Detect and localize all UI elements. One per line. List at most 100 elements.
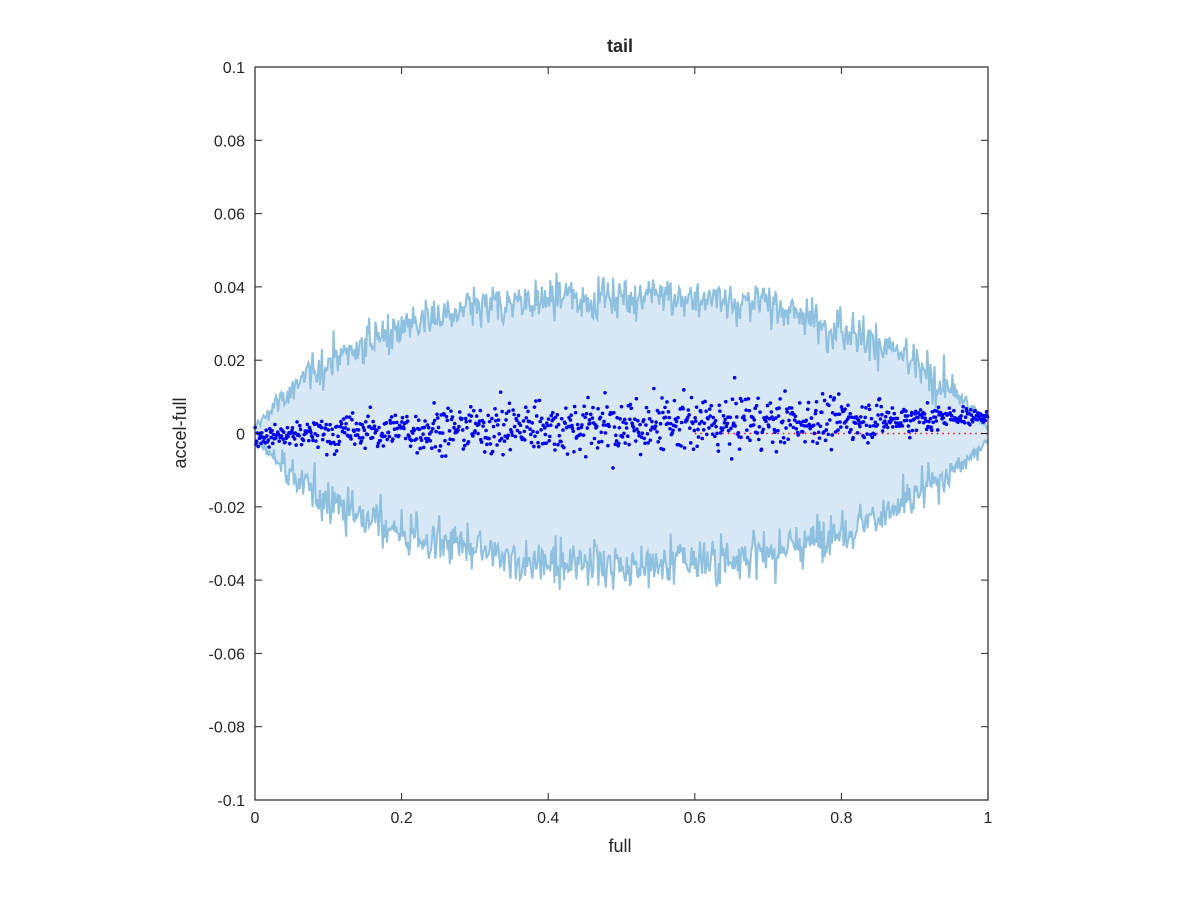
scatter-point (849, 427, 853, 432)
y-axis-ticks: -0.1 -0.08 -0.06 -0.04 -0.02 0 0.02 0.04 0.06 0.0… (209, 60, 988, 810)
scatter-point (834, 412, 839, 417)
scatter-point (867, 407, 872, 412)
scatter-point (556, 422, 561, 427)
scatter-point (975, 417, 980, 422)
scatter-point (688, 441, 693, 445)
scatter-point (434, 429, 438, 434)
scatter-point (936, 405, 941, 410)
scatter-point (826, 432, 831, 437)
scatter-point (701, 428, 706, 432)
x-tick-label: 0.6 (684, 810, 706, 827)
scatter-point (375, 428, 379, 433)
scatter-point (679, 420, 684, 425)
scatter-point (619, 404, 624, 409)
x-tick-label: 1 (984, 810, 993, 827)
scatter-point (681, 406, 685, 411)
scatter-point (886, 410, 891, 415)
scatter-point (709, 403, 713, 408)
scatter-point (918, 408, 923, 412)
plot-area (253, 272, 990, 590)
scatter-point (602, 419, 606, 424)
scatter-point (773, 430, 777, 435)
scatter-point (882, 425, 886, 429)
scatter-point (585, 426, 590, 430)
scatter-point (492, 434, 496, 439)
scatter-point (679, 444, 683, 448)
scatter-point (354, 421, 359, 426)
scatter-point (601, 423, 606, 427)
scatter-point (486, 413, 490, 418)
scatter-point (573, 410, 578, 415)
scatter-point (537, 398, 542, 403)
scatter-point (425, 423, 430, 427)
scatter-point (780, 419, 785, 424)
scatter-point (490, 449, 495, 454)
scatter-point (618, 417, 622, 421)
scatter-point (518, 423, 523, 428)
scatter-point (718, 409, 722, 413)
scatter-point (696, 435, 701, 439)
scatter-point (295, 420, 299, 424)
scatter-point (432, 401, 436, 405)
scatter-point (444, 414, 449, 419)
scatter-point (674, 419, 679, 424)
scatter-point (322, 432, 326, 437)
scatter-point (905, 414, 910, 418)
scatter-point (477, 419, 482, 423)
scatter-point (687, 413, 691, 417)
scatter-point (858, 424, 862, 429)
scatter-point (776, 428, 780, 433)
scatter-point (883, 419, 887, 423)
scatter-point (423, 419, 427, 423)
scatter-point (828, 418, 832, 422)
scatter-point (476, 431, 480, 436)
scatter-point (803, 439, 807, 444)
scatter-point (716, 442, 720, 447)
scatter-point (606, 443, 610, 448)
scatter-point (844, 425, 849, 429)
scatter-point (418, 446, 422, 451)
scatter-point (490, 416, 494, 421)
scatter-point (615, 415, 619, 420)
scatter-point (694, 405, 699, 409)
scatter-point (469, 414, 474, 418)
scatter-point (366, 414, 370, 419)
scatter-point (325, 452, 329, 457)
scatter-point (586, 395, 590, 400)
scatter-point (355, 433, 360, 437)
scatter-point (862, 435, 866, 440)
scatter-point (748, 438, 752, 443)
scatter-point (323, 426, 328, 431)
scatter-point (835, 420, 839, 425)
scatter-point (970, 420, 975, 424)
scatter-point (812, 431, 817, 436)
y-tick-label: 0.08 (214, 133, 245, 150)
scatter-point (878, 417, 883, 421)
scatter-point (421, 445, 426, 450)
scatter-point (874, 403, 879, 408)
scatter-point (372, 424, 377, 428)
scatter-point (897, 424, 902, 428)
scatter-point (909, 410, 914, 415)
scatter-point (869, 416, 874, 421)
scatter-point (273, 422, 277, 427)
scatter-point (815, 441, 820, 446)
scatter-point (722, 421, 727, 425)
scatter-point (427, 425, 431, 430)
scatter-point (415, 451, 420, 455)
scatter-point (507, 401, 512, 406)
scatter-point (784, 426, 788, 430)
scatter-point (555, 412, 560, 417)
scatter-point (529, 432, 533, 437)
scatter-point (515, 428, 520, 433)
scatter-point (414, 437, 419, 441)
scatter-point (697, 421, 702, 426)
scatter-point (456, 428, 460, 432)
scatter-point (928, 416, 933, 421)
scatter-point (572, 404, 577, 409)
scatter-point (774, 416, 778, 420)
scatter-point (900, 424, 905, 428)
scatter-point (488, 442, 493, 446)
scatter-point (342, 430, 347, 435)
scatter-point (789, 406, 794, 410)
